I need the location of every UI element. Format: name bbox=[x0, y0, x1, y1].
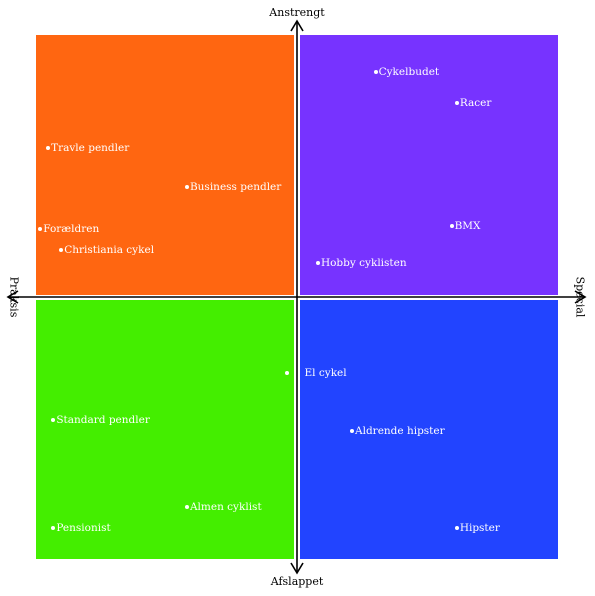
quadrant-top-right bbox=[300, 35, 558, 295]
point-label: Christiania cykel bbox=[64, 243, 155, 256]
arrow-down-icon bbox=[290, 562, 304, 575]
point-dot bbox=[51, 525, 56, 530]
point-label: Business pendler bbox=[189, 180, 282, 193]
point-dot bbox=[59, 247, 64, 252]
quadrant-bottom-right bbox=[300, 300, 558, 559]
point-label: El cykel bbox=[304, 366, 347, 379]
point-label: Pensionist bbox=[56, 521, 111, 534]
point-label: Aldrende hipster bbox=[355, 424, 445, 437]
axis-label-top: Anstrengt bbox=[269, 6, 325, 19]
point-dot bbox=[46, 145, 51, 150]
axis-label-right: Special bbox=[573, 276, 587, 318]
quadrant-bottom-left bbox=[36, 300, 294, 559]
point-label: Racer bbox=[459, 97, 492, 110]
point-dot bbox=[38, 226, 43, 231]
point-dot bbox=[373, 69, 378, 74]
arrow-left-icon bbox=[6, 290, 19, 304]
axis-label-bottom: Afslappet bbox=[270, 575, 324, 588]
arrow-up-icon bbox=[290, 19, 304, 32]
point-dot bbox=[350, 428, 355, 433]
point-dot bbox=[454, 101, 459, 106]
point-dot bbox=[284, 370, 289, 375]
arrow-right-icon bbox=[574, 290, 587, 304]
point-dot bbox=[454, 525, 459, 530]
point-dot bbox=[184, 184, 189, 189]
point-label: BMX bbox=[454, 220, 481, 233]
point-dot bbox=[51, 418, 56, 423]
point-dot bbox=[449, 224, 454, 229]
quadrant-top-left bbox=[36, 35, 294, 295]
point-label: Travle pendler bbox=[51, 141, 130, 154]
axis-label-left: Praksis bbox=[7, 276, 21, 318]
point-dot bbox=[315, 260, 320, 265]
point-label: Almen cyklist bbox=[189, 500, 262, 513]
point-label: Forældren bbox=[43, 222, 100, 235]
point-label: Cykelbudet bbox=[378, 65, 440, 78]
point-label: Hipster bbox=[459, 521, 500, 534]
point-label: Hobby cyklisten bbox=[320, 256, 407, 269]
point-dot bbox=[184, 504, 189, 509]
point-label: Standard pendler bbox=[56, 414, 150, 427]
